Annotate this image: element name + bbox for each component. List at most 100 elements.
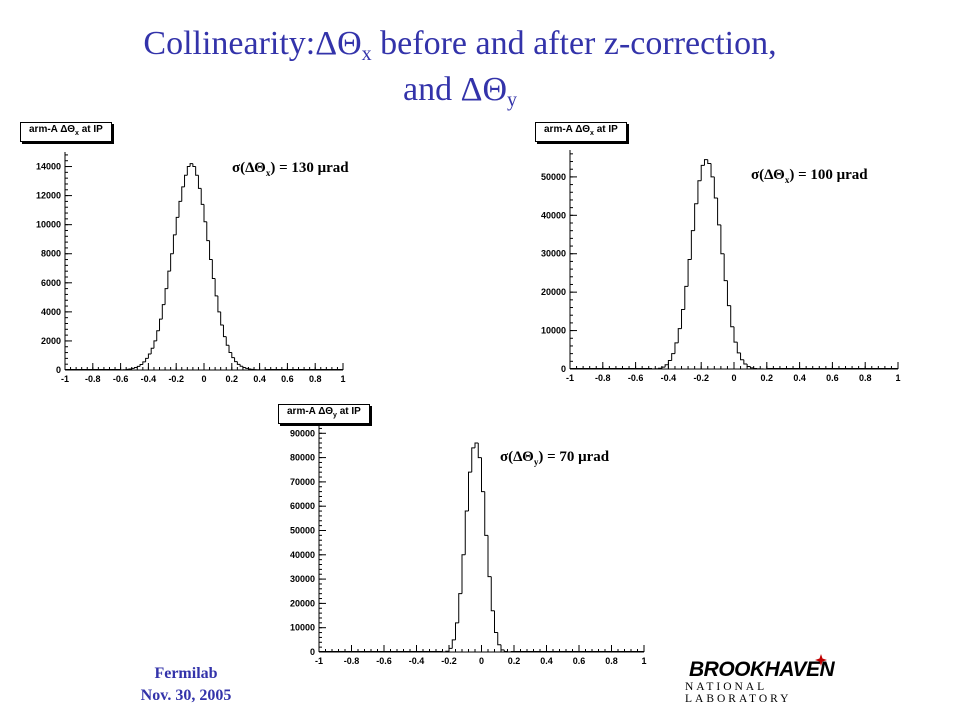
y-tick-label: 10000: [541, 326, 566, 336]
slide-title-line-2: and ΔΘy: [0, 70, 920, 120]
x-tick-label: 1: [641, 656, 646, 666]
histogram-bin: [142, 361, 146, 365]
histogram-bin: [720, 224, 725, 255]
y-tick-label: 40000: [290, 550, 315, 560]
histogram-bin: [743, 359, 748, 365]
histogram-bin: [500, 644, 505, 651]
histogram-bin: [700, 164, 705, 181]
x-tick-label: 0.2: [761, 373, 774, 383]
histogram-bin: [139, 363, 143, 367]
histogram-bin: [239, 364, 243, 367]
x-tick-label: 1: [340, 374, 345, 384]
histogram-bin: [497, 632, 501, 646]
histogram-title: arm-A ΔΘy at IP: [278, 404, 370, 424]
x-tick-label: -0.4: [141, 374, 157, 384]
y-tick-label: 30000: [541, 249, 566, 259]
y-tick-label: 20000: [290, 598, 315, 608]
histogram-bin: [684, 285, 689, 310]
y-tick-label: 20000: [541, 287, 566, 297]
x-tick-label: 0.4: [540, 656, 553, 666]
histogram-bin: [713, 176, 718, 199]
histogram-bin: [703, 159, 708, 166]
histogram-bin: [484, 491, 488, 536]
histogram-bin: [150, 347, 154, 355]
histogram-bin: [206, 221, 210, 242]
y-tick-label: 50000: [290, 525, 315, 535]
histogram-bin: [242, 366, 246, 369]
histogram-bin: [468, 471, 472, 512]
histogram-bin: [730, 305, 734, 328]
title-text-rest: before and after z-correction,: [371, 25, 777, 62]
footer-date: Nov. 30, 2005: [140, 687, 232, 704]
histogram-bin: [481, 457, 485, 493]
histogram-bin: [681, 308, 685, 329]
histogram-bin: [189, 163, 193, 167]
y-tick-label: 60000: [290, 501, 315, 511]
histogram-title: arm-A ΔΘx at IP: [20, 122, 112, 142]
logo-star-icon: [815, 654, 827, 666]
y-tick-label: 80000: [290, 453, 315, 463]
histogram-bin: [167, 270, 171, 289]
histogram-bin: [145, 357, 149, 362]
histogram-title: arm-A ΔΘx at IP: [535, 122, 627, 142]
sigma-annotation: σ(ΔΘy) = 70 μrad: [500, 449, 610, 467]
histogram-bin: [661, 366, 666, 369]
sigma-annotation: σ(ΔΘx) = 130 μrad: [232, 160, 349, 178]
y-tick-label: 70000: [290, 477, 315, 487]
x-tick-label: -0.6: [113, 374, 129, 384]
x-tick-label: -0.8: [85, 374, 101, 384]
x-tick-label: -0.6: [376, 656, 392, 666]
x-tick-label: 0.6: [573, 656, 586, 666]
x-tick-label: 0.6: [281, 374, 294, 384]
y-tick-label: 90000: [290, 428, 315, 438]
histogram-bin: [726, 280, 731, 307]
histogram-bin: [448, 647, 453, 652]
x-tick-label: -0.2: [168, 374, 184, 384]
title-subscript: y: [507, 89, 517, 111]
histogram-bin: [445, 650, 449, 652]
x-tick-label: -0.4: [661, 373, 677, 383]
y-tick-label: 0: [310, 647, 315, 657]
histogram-bin: [753, 367, 757, 369]
histogram-bin: [736, 342, 741, 354]
histogram-bin: [225, 336, 230, 346]
y-tick-label: 6000: [41, 278, 61, 288]
slide-title-line-1: Collinearity:ΔΘx before and after z-corr…: [0, 24, 920, 74]
histogram-series: [570, 159, 898, 370]
histogram-bin: [195, 166, 199, 176]
histogram-bin: [164, 288, 168, 305]
title-subscript: x: [361, 43, 372, 65]
histogram-canvas: -1 -0.8 -0.6 -0.4 -0.2 0 0.2 0.4 0.6 0.8 1 0 2000 400…: [36, 152, 346, 384]
histogram-bin: [461, 554, 466, 594]
histogram-bin: [707, 159, 712, 164]
x-tick-label: 0.4: [253, 374, 266, 384]
histogram-bin: [717, 198, 721, 226]
y-tick-label: 2000: [41, 336, 61, 346]
histogram-canvas: -1 -0.8 -0.6 -0.4 -0.2 0 0.2 0.4 0.6 0.8 1 0 10000 20…: [541, 150, 901, 383]
histogram-bin: [175, 216, 179, 235]
title-text: Collinearity:ΔΘ: [143, 25, 362, 62]
histogram-bin: [161, 304, 166, 320]
histogram-bin: [134, 367, 138, 369]
sigma-annotation: σ(ΔΘx) = 100 μrad: [751, 167, 868, 185]
x-tick-label: -1: [566, 373, 574, 383]
y-tick-label: 14000: [36, 162, 61, 172]
x-tick-label: -0.8: [595, 373, 611, 383]
histogram-bin: [746, 364, 751, 368]
histogram-bin: [159, 318, 163, 331]
histogram-bin: [723, 253, 728, 282]
histogram-bin: [490, 576, 495, 612]
logo-wordmark: BROOKHAVEN: [689, 658, 835, 681]
histogram-bin: [740, 352, 744, 361]
y-tick-label: 10000: [290, 623, 315, 633]
histogram-bin: [200, 188, 204, 205]
histogram-bin: [451, 639, 456, 649]
histogram-bin: [236, 361, 241, 365]
y-tick-label: 40000: [541, 210, 566, 220]
histogram-bin: [697, 180, 702, 204]
x-tick-label: -0.8: [344, 656, 360, 666]
histogram-dtheta-y: arm-A ΔΘy at IP -1 -0.8 -0.6 -0.4 -0.2 0 0.2 0.…: [276, 402, 661, 672]
histogram-bin: [474, 442, 479, 448]
y-tick-label: 30000: [290, 574, 315, 584]
histogram-bin: [178, 200, 182, 218]
